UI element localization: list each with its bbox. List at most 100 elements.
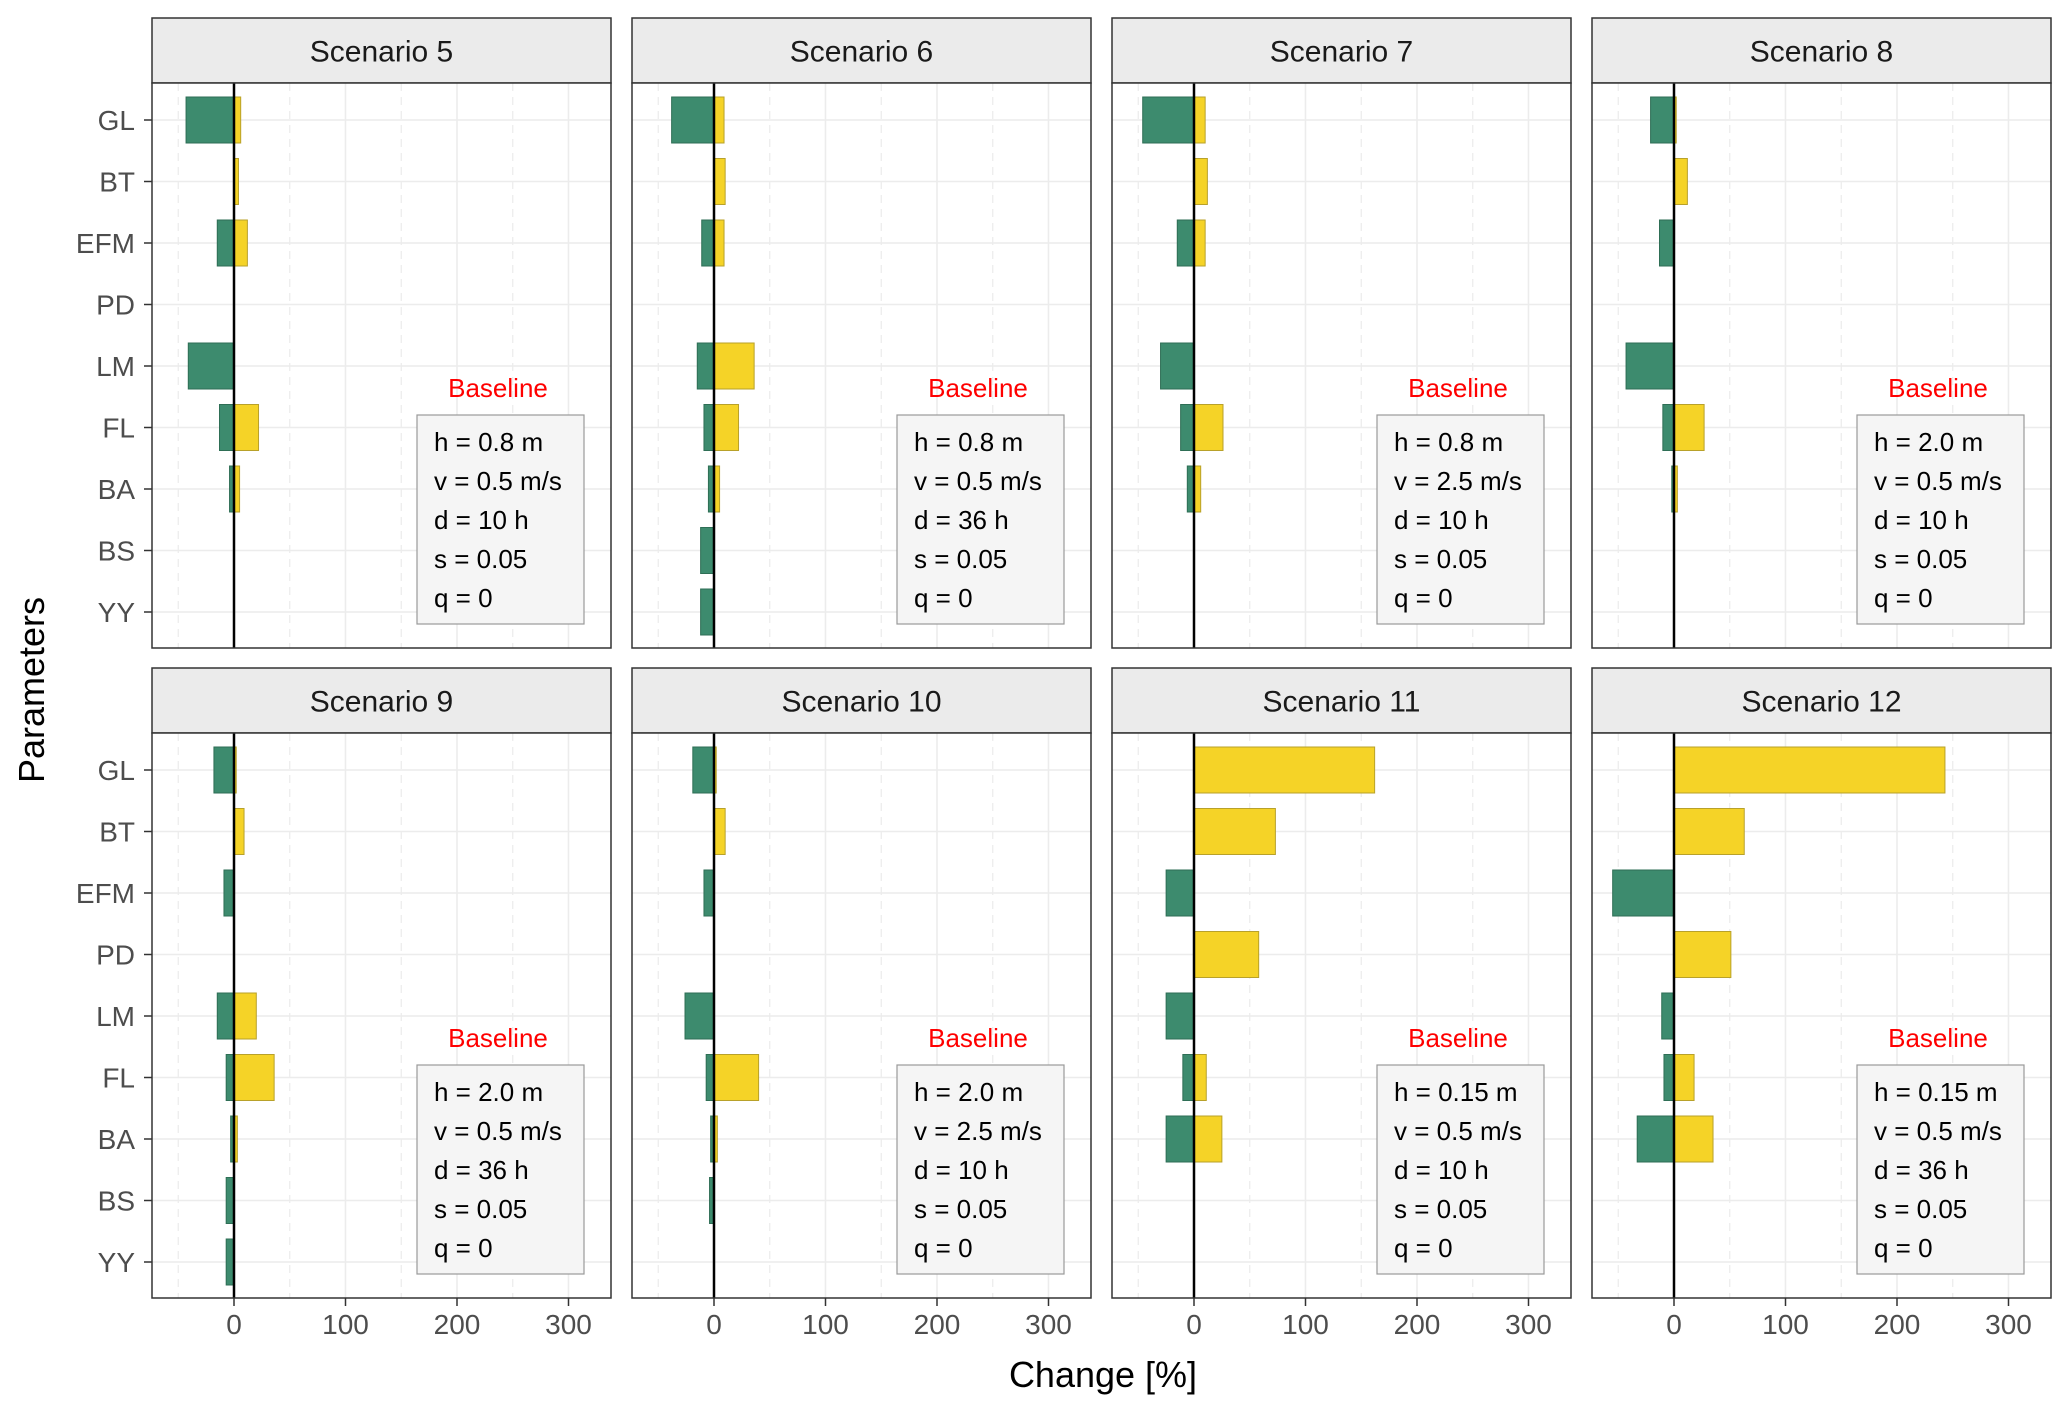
bar-decrease-gl [1142,96,1195,144]
baseline-value: q = 0 [434,1233,493,1263]
bar-decrease-efm [1176,219,1195,267]
x-tick-label: 100 [322,1309,369,1340]
x-tick-label: 100 [1762,1309,1809,1340]
panel-1: Scenario 5 Baseline h = 0.8 m v = 0.5 m/s d … [76,17,612,649]
bar-decrease-lm [684,992,715,1040]
bar-decrease-lm [187,342,235,390]
y-tick-label: LM [96,351,135,382]
panel-title: Scenario 5 [310,36,453,69]
y-tick-label: BA [98,474,136,505]
baseline-value: q = 0 [1394,583,1453,613]
baseline-value: v = 2.5 m/s [1394,466,1522,496]
baseline-box [896,1064,1065,1275]
bar-increase-bt [1193,808,1276,855]
bar-decrease-efm [701,219,715,267]
baseline-value: v = 0.5 m/s [1874,1116,2002,1146]
baseline-box [1376,1064,1545,1275]
panel-strip [1111,17,1572,84]
panel-strip [1111,667,1572,734]
baseline-value: h = 0.15 m [1394,1077,1518,1107]
baseline-value: s = 0.05 [434,1194,527,1224]
baseline-box [1856,414,2025,625]
bar-decrease-lm [1165,992,1195,1040]
bar-decrease-fl [1662,404,1675,451]
baseline-value: q = 0 [1394,1233,1453,1263]
baseline-value: d = 10 h [434,505,529,535]
bar-decrease-lm [696,342,715,390]
baseline-label: Baseline [1888,373,1988,403]
x-tick-label: 0 [1186,1309,1202,1340]
panel-strip [631,17,1092,84]
x-axis-title: Change [%] [1009,1354,1197,1395]
bar-increase-fl [713,1054,760,1101]
baseline-value: s = 0.05 [1394,544,1487,574]
baseline-label: Baseline [448,373,548,403]
panel-title: Scenario 12 [1741,686,1901,719]
bar-increase-fl [233,1054,275,1101]
y-tick-label: FL [102,413,135,444]
baseline-value: d = 10 h [1874,505,1969,535]
bar-increase-bt [1673,808,1745,855]
panel-8: Scenario 12 Baseline h = 0.15 m v = 0.5 m/s… [1591,667,2052,1340]
bar-increase-bt [1673,158,1688,205]
panel-border [1591,732,2052,1299]
bar-increase-ba [1193,1115,1223,1163]
baseline-value: h = 0.8 m [434,427,543,457]
baseline-value: s = 0.05 [434,544,527,574]
y-tick-label: BA [98,1124,136,1155]
panel-strip [151,17,612,84]
x-tick-label: 200 [434,1309,481,1340]
bar-decrease-efm [1612,869,1675,917]
bar-decrease-lm [216,992,235,1040]
bar-decrease-efm [703,869,715,917]
baseline-label: Baseline [1408,1023,1508,1053]
panel-title: Scenario 10 [781,686,941,719]
bar-increase-lm [233,992,257,1040]
panel-title: Scenario 11 [1263,686,1421,719]
panel-title: Scenario 7 [1270,36,1413,69]
bar-increase-gl [713,96,725,144]
panel-border [1111,732,1572,1299]
bar-increase-fl [1193,1054,1207,1101]
panel-title: Scenario 8 [1750,36,1893,69]
bar-decrease-gl [692,746,715,794]
bar-decrease-ba [1165,1115,1195,1163]
bar-decrease-fl [219,404,235,451]
baseline-box [1376,414,1545,625]
panel-border [1591,82,2052,649]
x-tick-label: 200 [1874,1309,1921,1340]
x-tick-label: 0 [226,1309,242,1340]
baseline-box [1856,1064,2025,1275]
x-tick-label: 200 [1394,1309,1441,1340]
x-tick-label: 300 [1505,1309,1552,1340]
baseline-value: h = 0.15 m [1874,1077,1998,1107]
bar-increase-efm [713,219,725,267]
baseline-value: h = 2.0 m [1874,427,1983,457]
y-tick-label: EFM [76,878,135,909]
panel-5: Scenario 9 Baseline h = 2.0 m v = 0.5 m/s d … [76,667,612,1340]
baseline-label: Baseline [1888,1023,1988,1053]
baseline-value: v = 0.5 m/s [434,1116,562,1146]
panel-strip [631,667,1092,734]
panel-border [631,82,1092,649]
y-axis-title: Parameters [11,597,52,783]
bar-decrease-gl [185,96,235,144]
baseline-value: v = 0.5 m/s [1394,1116,1522,1146]
baseline-value: v = 0.5 m/s [434,466,562,496]
y-tick-label: PD [96,940,135,971]
bar-increase-bt [1193,158,1208,205]
baseline-value: s = 0.05 [914,544,1007,574]
bar-decrease-fl [1180,404,1195,451]
baseline-label: Baseline [928,1023,1028,1053]
y-tick-label: EFM [76,228,135,259]
bar-increase-fl [1673,404,1705,451]
baseline-value: q = 0 [914,1233,973,1263]
y-tick-label: BT [99,817,135,848]
bar-increase-efm [233,219,248,267]
panel-2: Scenario 6 Baseline h = 0.8 m v = 0.5 m/s d … [631,17,1092,649]
bar-increase-lm [713,342,755,390]
y-tick-label: LM [96,1001,135,1032]
bar-decrease-ba [1636,1115,1675,1163]
baseline-value: d = 10 h [1394,505,1489,535]
